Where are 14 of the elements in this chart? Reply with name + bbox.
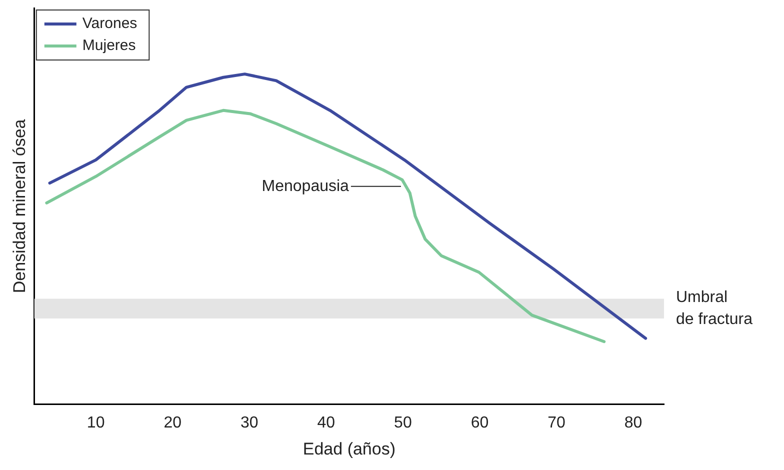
x-axis-title: Edad (años)	[302, 439, 396, 458]
x-tick-label: 50	[394, 414, 412, 432]
x-tick-label: 70	[548, 414, 566, 432]
legend-label: Varones	[82, 15, 138, 32]
legend-label: Mujeres	[82, 37, 136, 54]
y-axis-title: Densidad mineral ósea	[10, 118, 29, 294]
x-tick-label: 40	[317, 414, 336, 432]
band-label: Umbral de fractura	[676, 289, 753, 328]
x-tick-label: 20	[164, 414, 182, 432]
x-tick-label: 80	[624, 414, 642, 432]
x-tick-label: 10	[86, 414, 105, 432]
annotation: Menopausia	[262, 178, 350, 195]
x-tick-label: 30	[240, 414, 258, 432]
x-tick-label: 60	[470, 414, 489, 432]
